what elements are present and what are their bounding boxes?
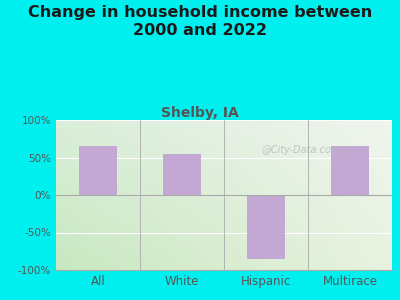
Text: Change in household income between
2000 and 2022: Change in household income between 2000 … — [28, 4, 372, 38]
Bar — [79, 146, 117, 195]
Bar — [163, 154, 201, 195]
Bar — [331, 146, 369, 195]
Text: Shelby, IA: Shelby, IA — [161, 106, 239, 121]
Text: @City-Data.com: @City-Data.com — [262, 145, 341, 155]
Bar — [247, 195, 285, 259]
